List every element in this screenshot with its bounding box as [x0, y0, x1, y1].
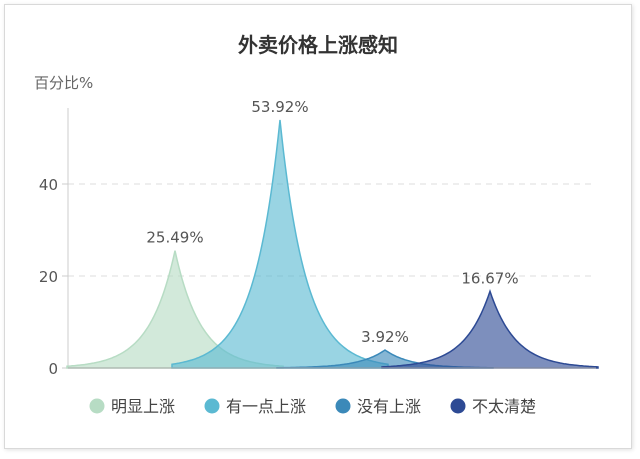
series-area[interactable] [171, 119, 389, 369]
legend-item[interactable]: 有一点上涨 [204, 397, 307, 416]
data-label: 16.67% [461, 269, 518, 287]
legend-label: 不太清楚 [472, 397, 536, 416]
legend-label: 明显上涨 [111, 397, 175, 416]
chart-frame [4, 4, 632, 449]
y-axis-title: 百分比% [34, 74, 93, 92]
legend-marker [89, 398, 105, 414]
legend-marker [204, 398, 220, 414]
legend-item[interactable]: 明显上涨 [89, 397, 176, 416]
legend-item[interactable]: 不太清楚 [450, 397, 537, 416]
legend-label: 没有上涨 [357, 397, 421, 416]
data-label: 25.49% [146, 229, 203, 247]
legend-marker [335, 398, 351, 414]
data-label: 3.92% [361, 328, 409, 346]
series-area[interactable] [381, 289, 599, 369]
series-areas [66, 119, 599, 369]
y-axis-ticks: 0 20 40 [39, 176, 68, 378]
y-tick-label: 20 [39, 268, 58, 286]
y-tick-label: 40 [39, 176, 58, 194]
data-label: 53.92% [251, 98, 308, 116]
legend-marker [450, 398, 466, 414]
legend-item[interactable]: 没有上涨 [335, 397, 422, 416]
grid-lines [68, 183, 596, 277]
legend-label: 有一点上涨 [226, 397, 306, 416]
legend[interactable]: 明显上涨 有一点上涨 没有上涨 不太清楚 [89, 397, 537, 416]
y-tick-label: 0 [48, 360, 58, 378]
chart-title: 外卖价格上涨感知 [238, 33, 398, 57]
data-labels: 25.49% 53.92% 3.92% 16.67% [146, 98, 518, 346]
